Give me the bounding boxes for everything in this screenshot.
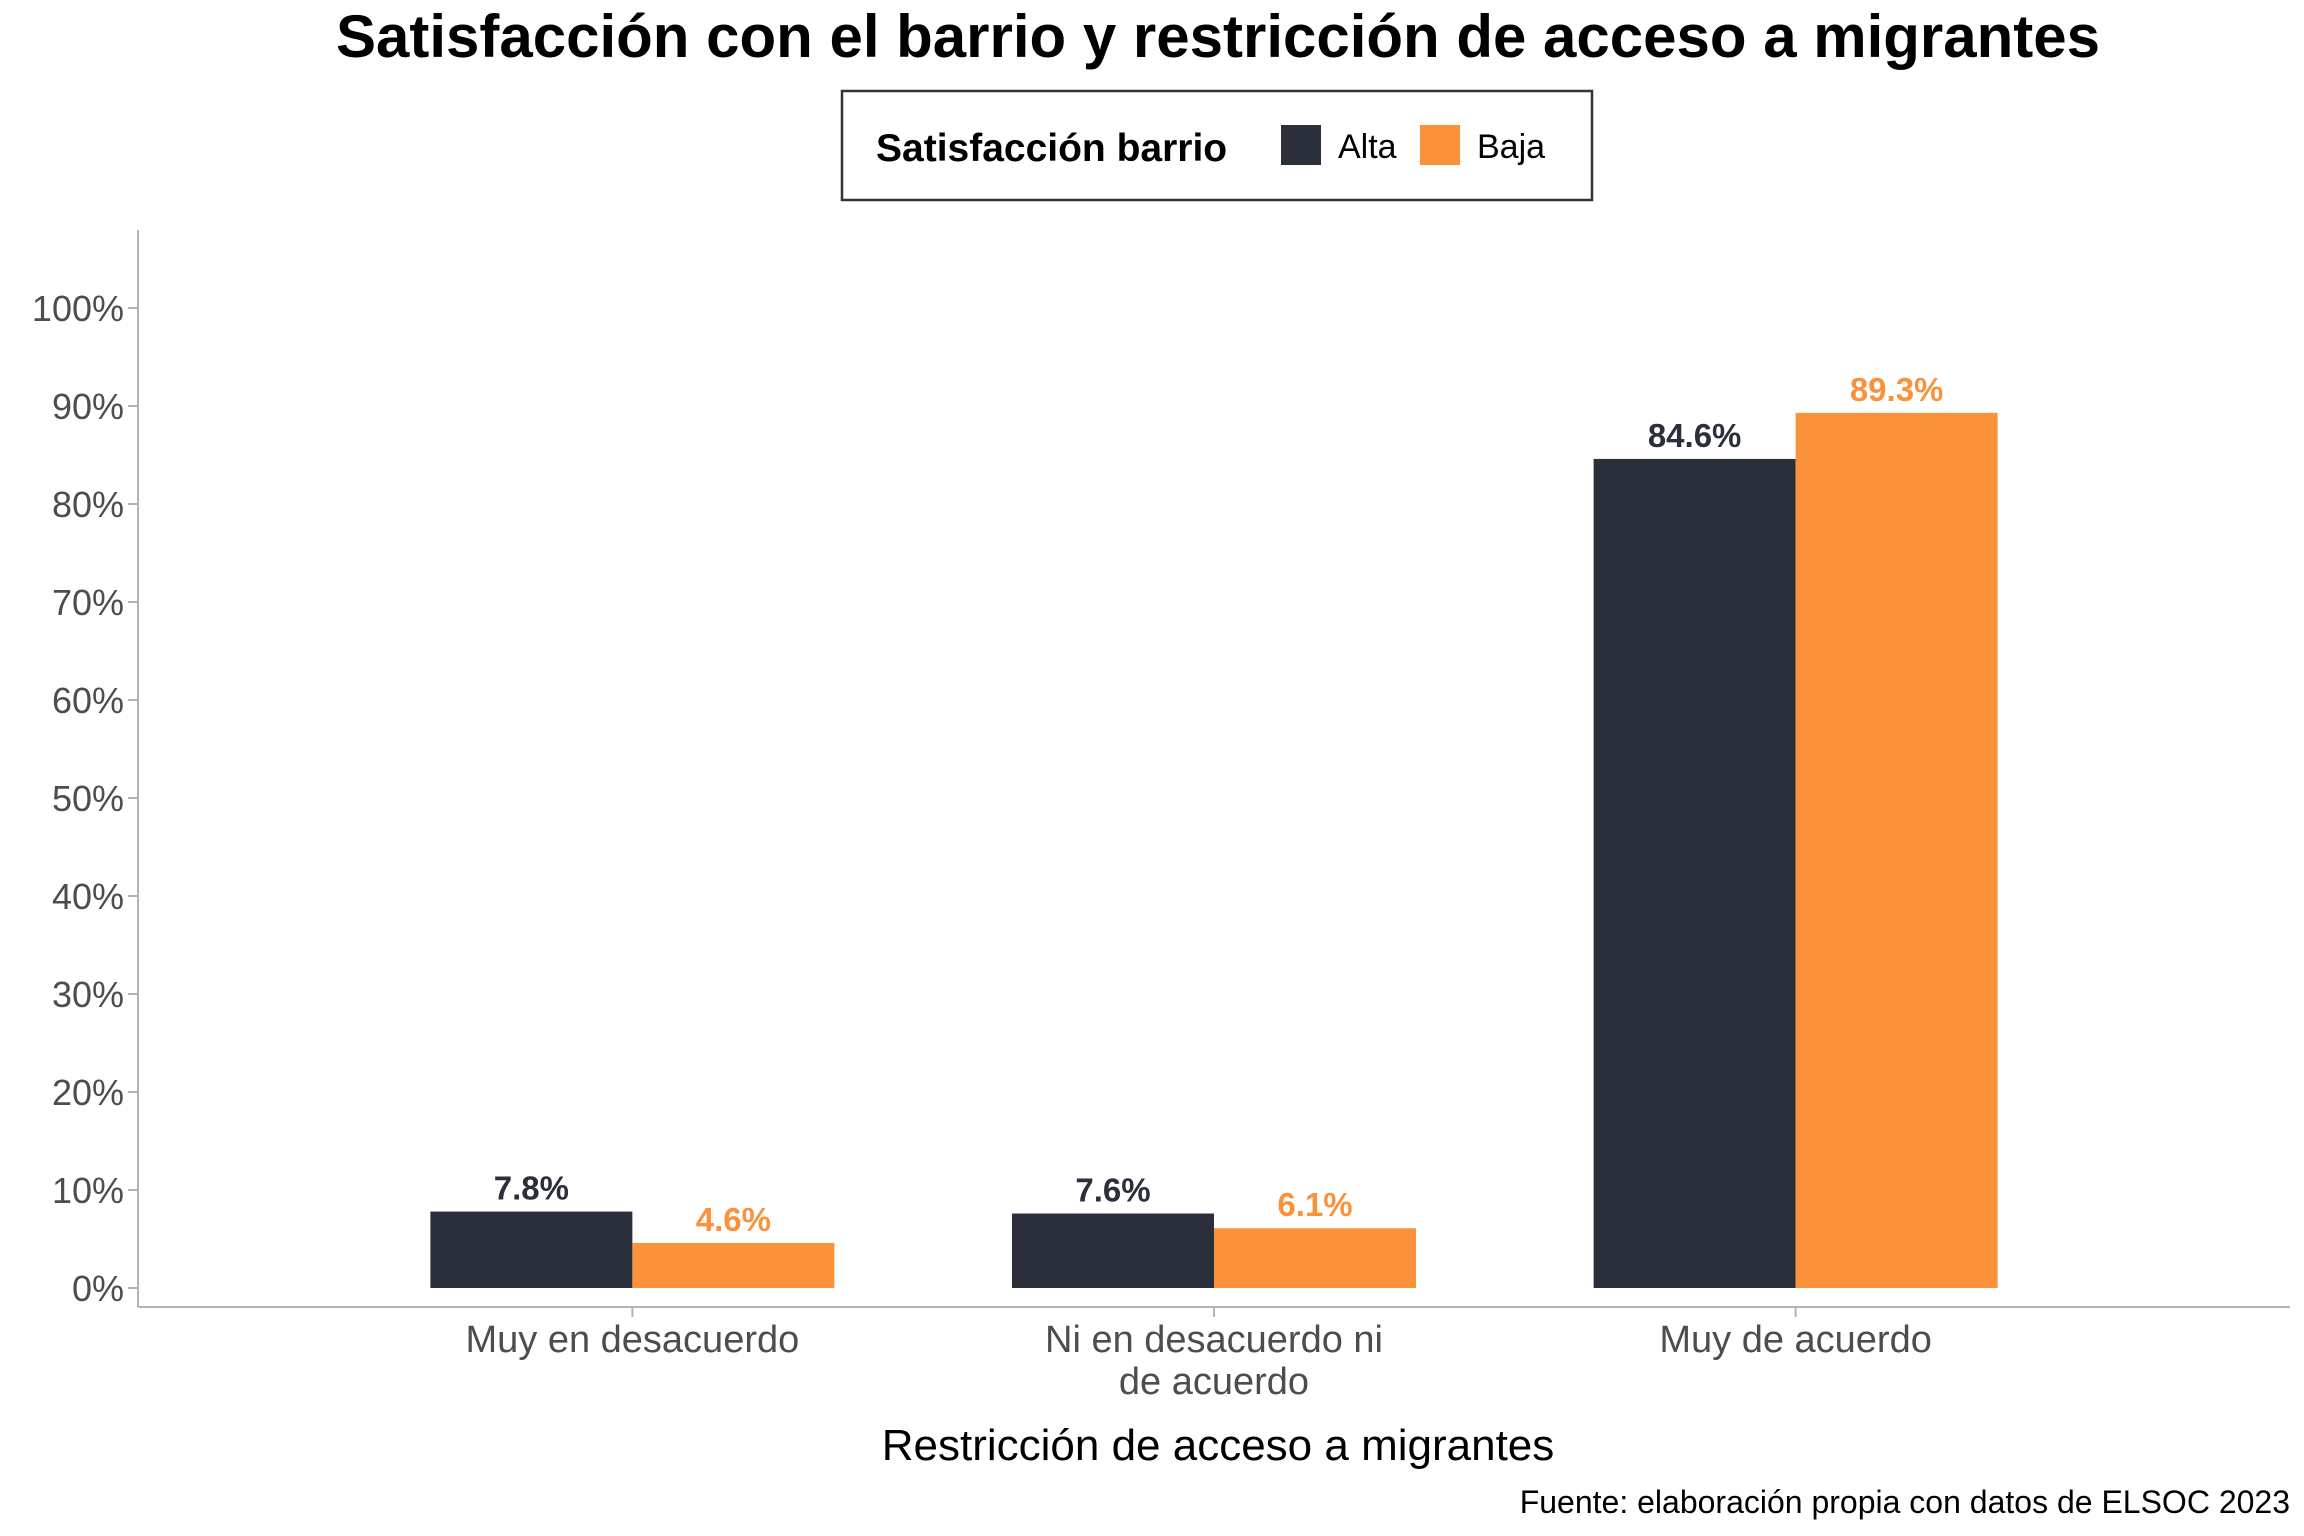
y-tick-label: 80% bbox=[52, 484, 124, 525]
x-tick-label: Muy de acuerdo bbox=[1659, 1319, 1932, 1361]
bar-baja bbox=[1214, 1228, 1416, 1288]
y-tick-label: 10% bbox=[52, 1170, 124, 1211]
bar-alta bbox=[1593, 458, 1796, 1288]
bar-alta bbox=[1012, 1213, 1214, 1288]
y-tick-label: 70% bbox=[52, 582, 124, 623]
bar-labels: 7.8% 4.6% 7.6% 6.1% 84.6% 89.3% bbox=[494, 371, 1944, 1238]
x-tick-label: Ni en desacuerdo ni de acuerdo bbox=[1045, 1319, 1383, 1403]
y-tick-label: 60% bbox=[52, 680, 124, 721]
y-axis: 0% 10% 20% 30% 40% 50% 60% 70% 80% 90% 100% bbox=[32, 230, 139, 1309]
bar-alta bbox=[430, 1211, 633, 1288]
legend-box bbox=[840, 89, 1594, 202]
legend-items: Alta Baja bbox=[1281, 125, 1545, 166]
bar-baja bbox=[1795, 412, 1998, 1288]
y-tick-label: 0% bbox=[72, 1268, 124, 1309]
x-axis: Muy en desacuerdo Ni en desacuerdo ni de a… bbox=[138, 1306, 2290, 1403]
legend: Satisfacción barrio Alta Baja bbox=[840, 89, 1594, 202]
legend-label-baja: Baja bbox=[1477, 128, 1545, 166]
y-tick-label: 40% bbox=[52, 876, 124, 917]
bar-data-label: 7.8% bbox=[494, 1170, 569, 1207]
bar-data-label: 4.6% bbox=[696, 1201, 771, 1238]
y-tick-label: 50% bbox=[52, 778, 124, 819]
bar-data-label: 89.3% bbox=[1850, 371, 1944, 408]
bar-baja bbox=[632, 1242, 835, 1288]
legend-title: Satisfacción barrio bbox=[876, 127, 1227, 170]
legend-swatch-baja bbox=[1420, 125, 1460, 165]
y-tick-label: 30% bbox=[52, 974, 124, 1015]
bar-data-label: 7.6% bbox=[1075, 1172, 1150, 1209]
y-tick-label: 90% bbox=[52, 386, 124, 427]
y-tick-label: 100% bbox=[32, 288, 124, 329]
legend-swatch-alta bbox=[1281, 125, 1321, 165]
x-tick-label: Muy en desacuerdo bbox=[465, 1319, 799, 1361]
y-tick-label: 20% bbox=[52, 1072, 124, 1113]
bars bbox=[430, 412, 1998, 1288]
chart-title: Satisfacción con el barrio y restricción… bbox=[336, 3, 2100, 70]
caption: Fuente: elaboración propia con datos de … bbox=[1520, 1484, 2290, 1520]
x-axis-title: Restricción de acceso a migrantes bbox=[882, 1421, 1555, 1470]
bar-data-label: 84.6% bbox=[1648, 417, 1742, 454]
legend-label-alta: Alta bbox=[1338, 128, 1397, 166]
bar-data-label: 6.1% bbox=[1277, 1186, 1352, 1223]
